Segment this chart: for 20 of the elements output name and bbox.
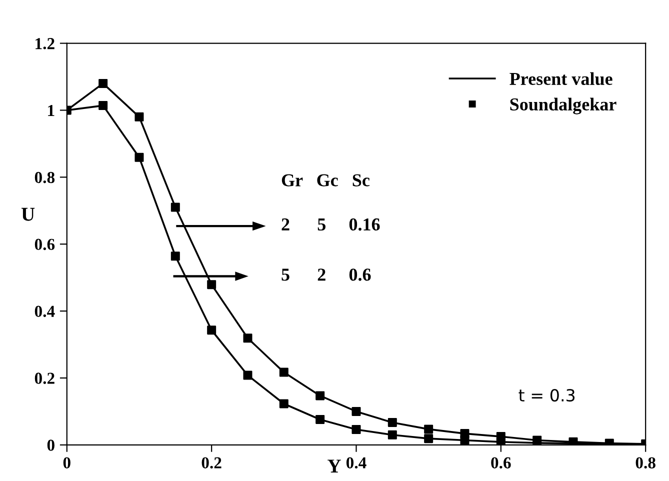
x-tick-label: 0.6 bbox=[491, 457, 511, 469]
annotation: 2 5 0.16 bbox=[282, 218, 380, 231]
x-tick-label: 0.8 bbox=[636, 457, 656, 469]
y-tick-label: 0.2 bbox=[34, 372, 54, 384]
annotation: 5 2 0.6 bbox=[282, 268, 371, 281]
annotation: t = 0.3 bbox=[518, 388, 575, 402]
legend-label: Soundalgekar bbox=[510, 98, 616, 114]
y-tick-label: 0.4 bbox=[34, 306, 55, 318]
y-tick-label: 0.8 bbox=[34, 172, 55, 184]
y-tick-label: 0 bbox=[47, 440, 54, 451]
x-tick-label: 0 bbox=[63, 457, 70, 468]
x-tick-label: 0.2 bbox=[202, 457, 222, 469]
y-axis-title: U bbox=[22, 208, 35, 221]
x-axis-title: Y bbox=[328, 460, 341, 472]
annotation: Gr Gc Sc bbox=[282, 174, 370, 186]
legend-label: Present value bbox=[510, 72, 612, 86]
x-tick-label: 0.4 bbox=[346, 457, 366, 469]
y-tick-label: 1 bbox=[48, 105, 54, 116]
y-tick-label: 1.2 bbox=[36, 38, 54, 50]
y-tick-label: 0.6 bbox=[34, 238, 55, 250]
